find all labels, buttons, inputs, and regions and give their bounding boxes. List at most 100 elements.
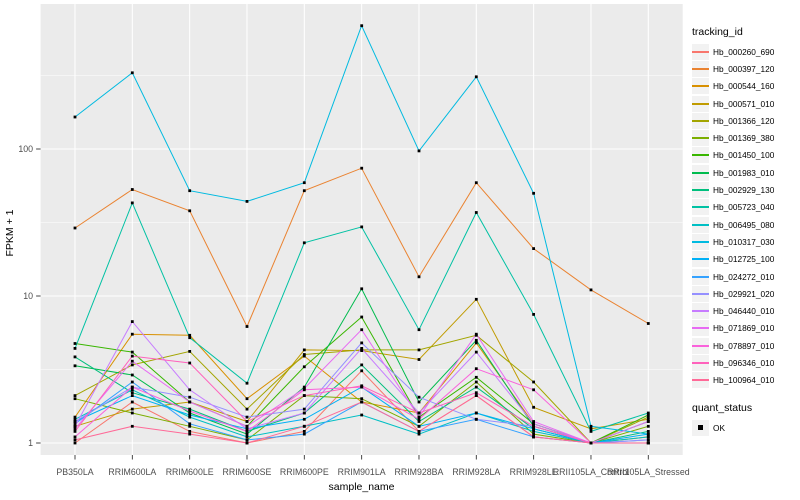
legend-item: Hb_002929_130 (692, 181, 800, 199)
data-point (360, 166, 364, 170)
legend-label: Hb_100964_010 (713, 375, 775, 386)
swatch-line (692, 67, 709, 70)
data-point (130, 188, 134, 191)
data-point (130, 391, 134, 395)
data-point (646, 424, 650, 428)
tracking-id-legend-items: Hb_000260_690 Hb_000397_120 Hb_000544_160 H… (692, 43, 800, 389)
y-tick-label: 100 (18, 144, 33, 154)
legend-label: Hb_000544_160 (713, 81, 775, 92)
data-point (302, 394, 306, 397)
data-point (302, 181, 306, 185)
legend-item: Hb_001450_100 (692, 147, 800, 164)
data-point (188, 350, 192, 353)
data-point (417, 275, 421, 279)
data-point (73, 394, 77, 397)
data-point (417, 348, 421, 352)
data-point (130, 359, 134, 363)
swatch-line (692, 275, 709, 278)
data-point (474, 338, 478, 342)
data-point (417, 149, 421, 153)
legend-item: Hb_000544_160 (692, 78, 800, 95)
data-point (417, 358, 421, 361)
x-axis-title: sample_name (328, 481, 395, 493)
legend-line-swatch (692, 320, 709, 337)
data-point (130, 411, 134, 415)
data-point (73, 435, 77, 439)
data-point (245, 430, 249, 433)
data-point (360, 341, 364, 345)
swatch-line (692, 137, 709, 140)
legend-line-swatch (692, 233, 709, 250)
data-point (245, 325, 249, 328)
legend-line-swatch (692, 251, 709, 268)
data-point (73, 226, 77, 230)
data-point (73, 364, 77, 368)
quant-status-legend-items: OK (692, 419, 800, 436)
data-point (130, 201, 134, 205)
data-point (417, 430, 421, 433)
data-point (130, 394, 134, 397)
legend-item: Hb_029921_020 (692, 285, 800, 302)
data-point (360, 363, 364, 367)
legend-title-tracking-id: tracking_id (692, 26, 743, 38)
data-point (130, 332, 134, 336)
legend-line-swatch (692, 112, 709, 129)
data-point (188, 411, 192, 415)
legend-line-swatch (692, 147, 709, 164)
x-tick-label: RRIM600PE (279, 467, 329, 477)
data-point (245, 424, 249, 428)
data-point (130, 373, 134, 377)
data-point (188, 407, 192, 411)
legend-label: Hb_001366_120 (713, 115, 775, 126)
data-point (245, 415, 249, 419)
data-point (646, 438, 650, 442)
legend-item: Hb_005723_040 (692, 199, 800, 216)
data-point (589, 430, 593, 433)
data-point (646, 432, 650, 436)
data-point (130, 354, 134, 358)
legend-line-swatch (692, 372, 709, 389)
data-point (130, 385, 134, 389)
swatch-line (692, 310, 709, 313)
data-point (532, 424, 535, 428)
data-point (302, 411, 306, 415)
data-point (532, 247, 535, 250)
data-point (73, 420, 77, 423)
data-point (646, 322, 650, 325)
data-point (73, 397, 77, 401)
data-point (302, 348, 306, 352)
legend-item: Hb_046440_010 (692, 302, 800, 320)
x-tick-label: RRIM901LA (337, 467, 386, 477)
data-point (532, 405, 535, 409)
data-point (188, 415, 192, 419)
data-point (302, 430, 306, 433)
data-point (589, 427, 593, 431)
x-tick-label: RRIM600LE (165, 467, 214, 477)
data-point (417, 424, 421, 428)
data-point (646, 415, 650, 419)
legend-item: Hb_096346_010 (692, 354, 800, 371)
data-point (360, 369, 364, 373)
data-point (474, 391, 478, 395)
y-tick-label: 10 (23, 291, 33, 301)
data-point (474, 341, 478, 345)
data-point (73, 355, 77, 359)
data-point (474, 367, 478, 371)
data-point (417, 415, 421, 419)
legend-line-swatch (692, 78, 709, 95)
swatch-line (692, 50, 709, 53)
swatch-line (692, 327, 709, 330)
data-point (474, 350, 478, 354)
legend-item: Hb_000397_120 (692, 60, 800, 77)
legend-line-swatch (692, 199, 709, 216)
data-point (302, 407, 306, 411)
data-point (188, 361, 192, 365)
swatch-line (692, 379, 709, 382)
swatch-line (692, 154, 709, 157)
quant-legend-label: OK (713, 422, 725, 433)
data-point (360, 400, 364, 404)
swatch-line (692, 223, 709, 226)
swatch-line (692, 189, 709, 192)
swatch-line (692, 344, 709, 347)
data-point (417, 420, 421, 423)
